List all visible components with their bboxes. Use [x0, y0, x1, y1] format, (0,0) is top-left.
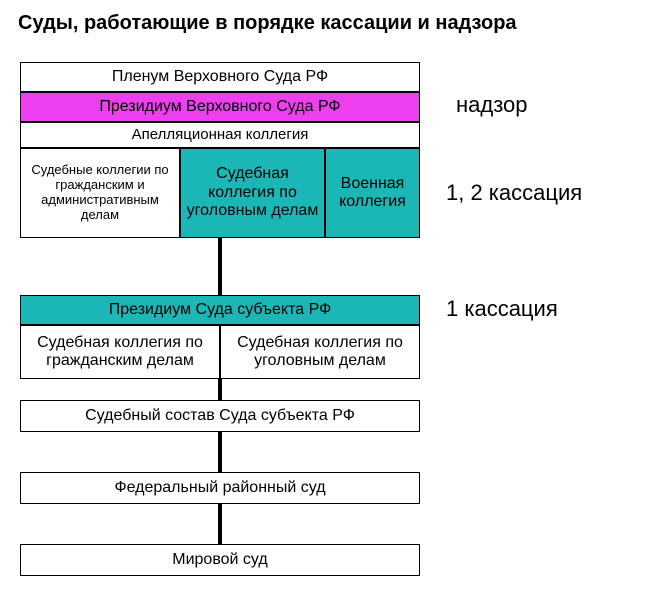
box-subj-criminal-label: Судебная коллегия по уголовным делам [225, 334, 415, 371]
box-criminal-label: Судебная коллегия по уголовным делам [185, 165, 320, 220]
box-plenum-label: Пленум Верховного Суда РФ [112, 68, 328, 86]
box-military-label: Военная коллегия [330, 175, 415, 212]
box-appeal-label: Апелляционная коллегия [132, 126, 309, 143]
box-peace: Мировой суд [20, 544, 420, 576]
box-plenum: Пленум Верховного Суда РФ [20, 62, 420, 92]
box-subj-presidium: Президиум Суда субъекта РФ [20, 295, 420, 325]
box-civil: Судебные коллегии по гражданским и админ… [20, 148, 180, 238]
connector-1 [218, 238, 222, 295]
box-civil-label: Судебные коллегии по гражданским и админ… [25, 163, 175, 223]
connector-4 [218, 504, 222, 544]
box-district: Федеральный районный суд [20, 472, 420, 504]
box-subj-presidium-label: Президиум Суда субъекта РФ [109, 301, 332, 319]
box-subj-civil-label: Судебная коллегия по гражданским делам [25, 334, 215, 371]
box-presidium: Президиум Верховного Суда РФ [20, 92, 420, 122]
label-nadzor: надзор [456, 92, 528, 118]
label-kas1: 1 кассация [446, 296, 558, 322]
box-district-label: Федеральный районный суд [114, 479, 325, 497]
page-title: Суды, работающие в порядке кассации и на… [18, 12, 517, 35]
box-peace-label: Мировой суд [172, 551, 267, 569]
box-military: Военная коллегия [325, 148, 420, 238]
box-subj-composition-label: Судебный состав Суда субъекта РФ [85, 407, 355, 425]
box-subj-civil: Судебная коллегия по гражданским делам [20, 325, 220, 379]
box-subj-composition: Судебный состав Суда субъекта РФ [20, 400, 420, 432]
label-kas12: 1, 2 кассация [446, 180, 582, 206]
box-presidium-label: Президиум Верховного Суда РФ [99, 98, 340, 116]
connector-2 [218, 379, 222, 400]
connector-3 [218, 432, 222, 472]
box-subj-criminal: Судебная коллегия по уголовным делам [220, 325, 420, 379]
box-criminal: Судебная коллегия по уголовным делам [180, 148, 325, 238]
box-appeal: Апелляционная коллегия [20, 122, 420, 148]
